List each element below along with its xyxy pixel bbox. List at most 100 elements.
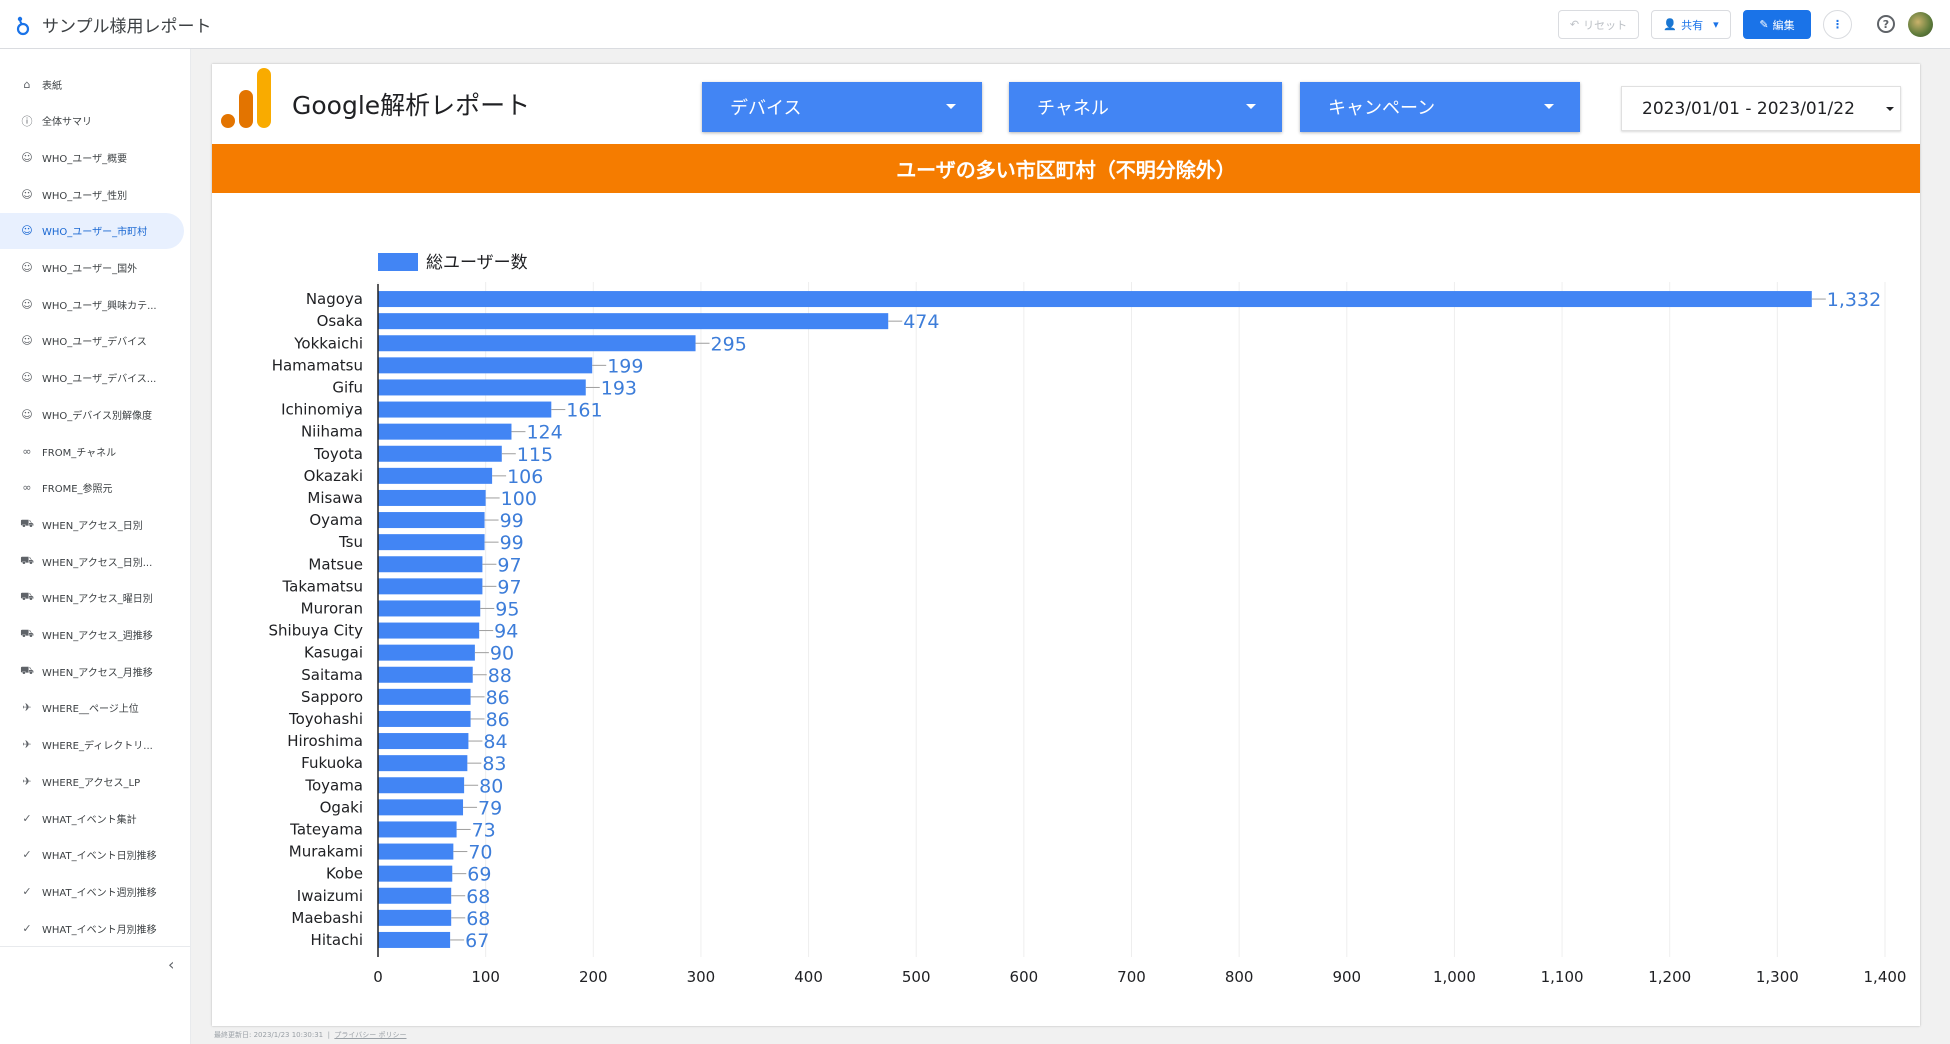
link-icon: ∞ — [22, 481, 32, 495]
x-tick-label: 0 — [373, 968, 383, 986]
category-label: Misawa — [307, 489, 363, 507]
bar — [378, 600, 481, 617]
reset-button[interactable]: ↶ リセット — [1558, 10, 1639, 39]
category-label: Shibuya City — [269, 622, 364, 640]
edit-button[interactable]: ✎ 編集 — [1743, 10, 1811, 39]
sidebar-item-label: 全体サマリ — [42, 117, 92, 129]
campaign-filter-dropdown[interactable]: キャンペーン — [1300, 82, 1580, 132]
x-tick-label: 700 — [1117, 968, 1146, 986]
sidebar-item[interactable]: ✓ WHAT_イベント月別推移 — [0, 910, 184, 946]
plane-icon: ✈ — [22, 738, 32, 752]
plane-icon: ✈ — [22, 701, 32, 715]
dropdown-caret-icon — [1544, 104, 1554, 109]
sidebar-item-label: WHO_デバイス別解像度 — [42, 410, 152, 422]
bar — [378, 909, 452, 926]
sidebar-item[interactable]: ✓ WHAT_イベント集計 — [0, 800, 184, 836]
check-icon: ✓ — [22, 921, 32, 935]
category-label: Gifu — [332, 378, 363, 396]
device-filter-dropdown[interactable]: デバイス — [702, 82, 982, 132]
more-options-button[interactable]: ⋮ — [1823, 10, 1852, 39]
value-label: 95 — [495, 598, 519, 620]
bar — [378, 512, 485, 529]
bar — [378, 423, 512, 440]
x-tick-label: 1,000 — [1433, 968, 1476, 986]
legend-label: 総ユーザー数 — [426, 253, 528, 273]
sidebar-item[interactable]: ⛟ WHEN_アクセス_月推移 — [0, 653, 184, 689]
bar — [378, 755, 468, 772]
x-tick-label: 100 — [471, 968, 500, 986]
edit-label: 編集 — [1772, 18, 1795, 32]
chevron-down-icon[interactable]: ▾ — [1713, 18, 1719, 31]
date-range-picker[interactable]: 2023/01/01 - 2023/01/22 — [1621, 86, 1901, 131]
share-button[interactable]: 👤 共有 ▾ — [1651, 10, 1731, 39]
info-icon: ⓘ — [21, 114, 33, 128]
sidebar-item[interactable]: ∞ FROME_参照元 — [0, 470, 184, 506]
help-icon[interactable]: ? — [1877, 15, 1895, 33]
sidebar-item-label: WHO_ユーザ_興味カテ... — [42, 300, 157, 312]
face-icon: ☺ — [21, 261, 33, 274]
bar — [378, 313, 889, 330]
sidebar-item[interactable]: ✈ WHERE_ディレクトリ... — [0, 727, 184, 763]
channel-filter-dropdown[interactable]: チャネル — [1009, 82, 1282, 132]
category-label: Matsue — [308, 555, 363, 573]
category-label: Tateyama — [289, 820, 363, 838]
bar — [378, 931, 451, 948]
sidebar-item[interactable]: ∞ FROM_チャネル — [0, 433, 184, 469]
truck-icon: ⛟ — [20, 590, 34, 604]
sidebar-item[interactable]: ✈ WHERE__ページ上位 — [0, 690, 184, 726]
report-title: Google解析レポート — [292, 91, 531, 120]
sidebar-item[interactable]: ⌂ 表紙 — [0, 66, 184, 102]
category-label: Hiroshima — [287, 732, 363, 750]
sidebar-item[interactable]: ⛟ WHEN_アクセス_日別 — [0, 506, 184, 542]
face-icon: ☺ — [21, 150, 33, 164]
bar — [378, 335, 696, 352]
bar — [378, 865, 453, 882]
sidebar-item-label: WHAT_イベント月別推移 — [42, 924, 157, 936]
sidebar-item[interactable]: ⓘ 全体サマリ — [0, 103, 184, 139]
value-label: 193 — [601, 377, 637, 399]
avatar[interactable] — [1908, 12, 1933, 37]
sidebar-item[interactable]: ✓ WHAT_イベント日別推移 — [0, 837, 184, 873]
report-name[interactable]: サンプル様用レポート — [42, 17, 212, 37]
sidebar-item[interactable]: ☺ WHO_ユーザー_国外 — [0, 250, 184, 286]
collapse-sidebar-icon[interactable]: ‹ — [168, 955, 175, 974]
x-tick-label: 800 — [1225, 968, 1254, 986]
x-tick-label: 900 — [1332, 968, 1361, 986]
sidebar-item[interactable]: ☺ WHO_デバイス別解像度 — [0, 396, 184, 432]
value-label: 68 — [466, 886, 490, 908]
sidebar-item[interactable]: ✈ WHERE_アクセス_LP — [0, 763, 184, 799]
sidebar-item[interactable]: ☺ WHO_ユーザ_概要 — [0, 139, 184, 175]
device-filter-label: デバイス — [730, 98, 802, 119]
bar — [378, 821, 457, 838]
bar — [378, 733, 469, 750]
sidebar-item-label: WHEN_アクセス_月推移 — [42, 667, 153, 679]
bar — [378, 887, 452, 904]
value-label: 1,332 — [1827, 289, 1881, 311]
check-icon: ✓ — [22, 848, 32, 862]
bar — [378, 688, 471, 705]
bar — [378, 467, 493, 484]
sidebar-item[interactable]: ☺ WHO_ユーザー_市町村 — [0, 212, 184, 249]
sidebar-item[interactable]: ☺ WHO_ユーザ_デバイス — [0, 323, 184, 359]
sidebar-item[interactable]: ☺ WHO_ユーザ_デバイス... — [0, 360, 184, 396]
sidebar-item[interactable]: ☺ WHO_ユーザ_興味カテ... — [0, 286, 184, 322]
category-label: Murakami — [289, 843, 363, 861]
bar — [378, 291, 1812, 308]
sidebar-item[interactable]: ⛟ WHEN_アクセス_日別... — [0, 543, 184, 579]
category-label: Iwaizumi — [297, 887, 363, 905]
face-icon: ☺ — [21, 187, 33, 201]
bar — [378, 556, 483, 573]
sidebar-item-label: WHO_ユーザー_国外 — [42, 264, 138, 275]
check-icon: ✓ — [22, 811, 32, 825]
sidebar-item[interactable]: ✓ WHAT_イベント週別推移 — [0, 873, 184, 909]
category-label: Osaka — [317, 312, 363, 330]
value-label: 70 — [468, 842, 492, 864]
sidebar-item[interactable]: ☺ WHO_ユーザ_性別 — [0, 176, 184, 212]
check-icon: ✓ — [22, 884, 32, 898]
value-label: 161 — [566, 400, 602, 422]
add-person-icon: 👤 — [1663, 18, 1678, 31]
date-range-value: 2023/01/01 - 2023/01/22 — [1642, 98, 1855, 119]
privacy-policy-link[interactable]: プライバシー ポリシー — [334, 1031, 407, 1039]
sidebar-item[interactable]: ⛟ WHEN_アクセス_曜日別 — [0, 580, 184, 616]
sidebar-item[interactable]: ⛟ WHEN_アクセス_週推移 — [0, 617, 184, 653]
